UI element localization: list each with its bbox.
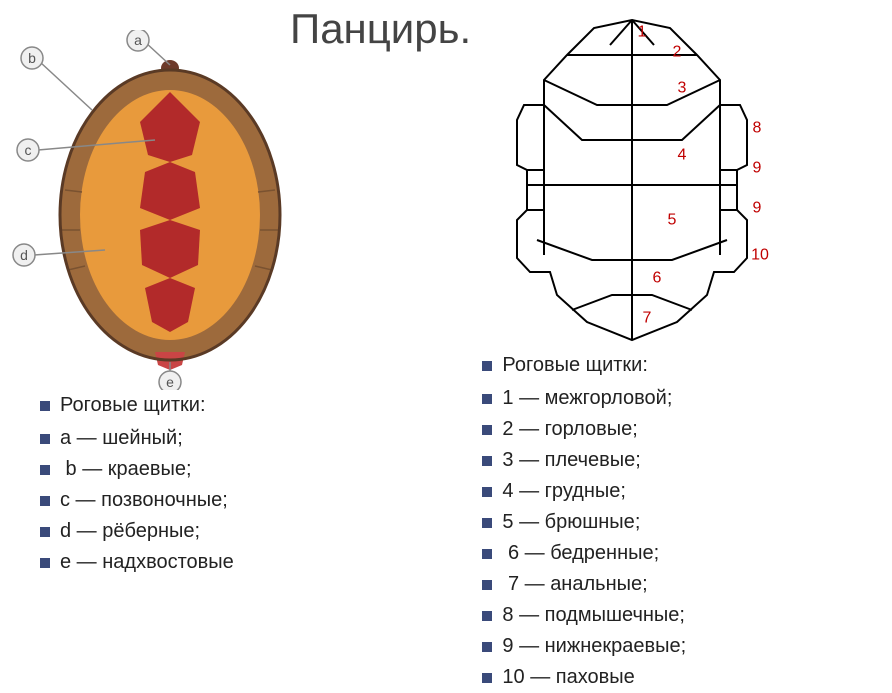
label-e: e xyxy=(166,374,174,390)
num-9a: 9 xyxy=(753,160,762,177)
plastron-panel: 1 2 3 4 5 6 7 8 9 9 10 Роговые щитки: 1 … xyxy=(402,10,882,627)
plastron-item-2: 2 — горловые; xyxy=(502,418,637,440)
num-9b: 9 xyxy=(753,200,762,217)
plastron-item-1: 1 — межгорловой; xyxy=(502,387,672,409)
plastron-legend: Роговые щитки: 1 — межгорловой; 2 — горл… xyxy=(482,350,686,693)
carapace-item-d: d — рёберные; xyxy=(60,520,200,542)
plastron-item-3: 3 — плечевые; xyxy=(502,449,640,471)
plastron-item-5: 5 — брюшные; xyxy=(502,511,640,533)
num-4: 4 xyxy=(678,147,687,164)
label-b: b xyxy=(28,50,36,66)
label-a: a xyxy=(134,32,142,48)
plastron-item-10: 10 — паховые xyxy=(502,666,634,688)
num-5: 5 xyxy=(668,212,677,229)
carapace-legend: Роговые щитки: a — шейный; b — краевые; … xyxy=(40,390,234,578)
num-3: 3 xyxy=(678,80,687,97)
plastron-item-8: 8 — подмышечные; xyxy=(502,604,685,626)
plastron-item-7: 7 — анальные; xyxy=(502,573,647,595)
carapace-item-c: c — позвоночные; xyxy=(60,489,228,511)
num-2: 2 xyxy=(673,44,682,61)
plastron-legend-title: Роговые щитки: xyxy=(502,354,648,376)
carapace-item-b: b — краевые; xyxy=(60,458,192,480)
plastron-item-6: 6 — бедренные; xyxy=(502,542,659,564)
num-1: 1 xyxy=(638,24,647,41)
carapace-item-a: a — шейный; xyxy=(60,427,183,449)
label-c: c xyxy=(25,142,32,158)
num-7: 7 xyxy=(643,310,652,327)
num-6: 6 xyxy=(653,270,662,287)
plastron-diagram: 1 2 3 4 5 6 7 8 9 9 10 xyxy=(482,10,822,350)
label-d: d xyxy=(20,247,28,263)
num-10: 10 xyxy=(751,247,769,264)
plastron-item-4: 4 — грудные; xyxy=(502,480,626,502)
carapace-diagram: a b c d e xyxy=(10,30,310,390)
num-8: 8 xyxy=(753,120,762,137)
carapace-panel: a b c d e Роговые щитки: a — шейный; b —… xyxy=(10,10,402,627)
carapace-item-e: e — надхвостовые xyxy=(60,551,234,573)
carapace-legend-title: Роговые щитки: xyxy=(60,394,206,416)
plastron-item-9: 9 — нижнекраевые; xyxy=(502,635,686,657)
